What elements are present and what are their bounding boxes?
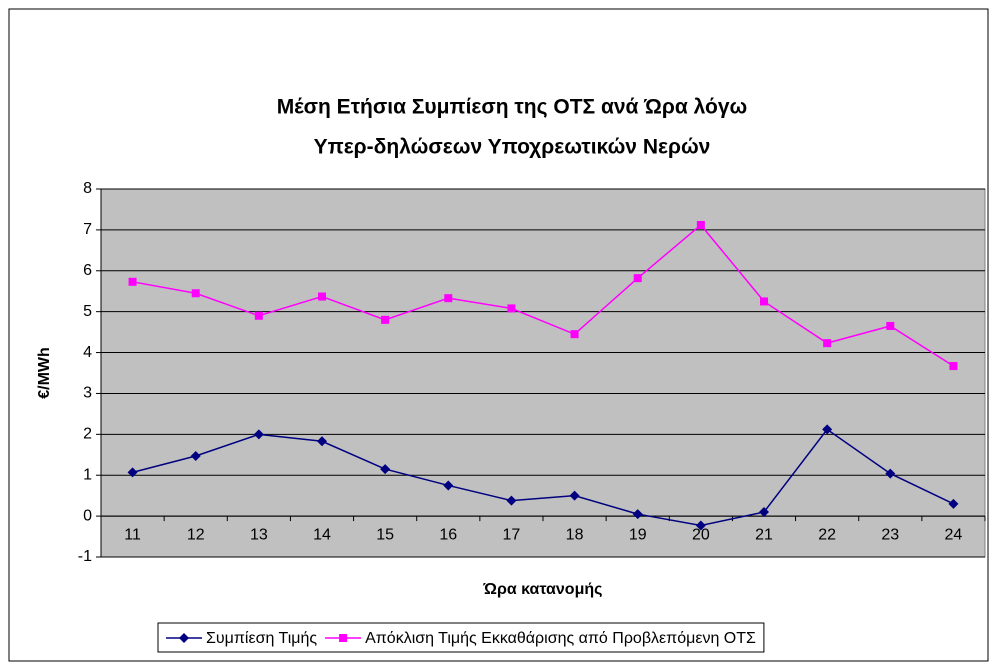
marker: [191, 289, 200, 298]
marker: [948, 498, 959, 509]
series-line: [132, 223, 954, 367]
legend: Συμπίεση Τιμής Απόκλιση Τιμής Εκκαθάρισης…: [157, 622, 765, 653]
x-tick-label: 14: [313, 526, 331, 543]
y-tick-label: 6: [83, 262, 92, 279]
marker: [822, 424, 833, 435]
marker: [380, 464, 391, 475]
marker: [695, 520, 706, 531]
marker: [128, 277, 137, 286]
y-tick-label: 7: [83, 221, 92, 238]
marker: [570, 330, 579, 339]
marker: [253, 429, 264, 440]
marker: [823, 339, 832, 348]
marker: [885, 468, 896, 479]
y-tick-label: 8: [83, 180, 92, 197]
marker: [444, 294, 453, 303]
y-tick-label: 5: [83, 303, 92, 320]
x-tick-label: 19: [629, 526, 647, 543]
x-tick-label: 18: [566, 526, 584, 543]
marker: [759, 507, 769, 518]
y-tick-label: 2: [83, 426, 92, 443]
plot-area: [100, 188, 986, 558]
legend-label: Συμπίεση Τιμής: [206, 630, 317, 647]
y-tick-label: 0: [83, 507, 92, 524]
x-tick-label: 11: [124, 526, 141, 543]
series-line: [132, 428, 954, 527]
x-tick-label: 20: [692, 526, 710, 543]
y-axis-title: €/MWh: [36, 347, 53, 399]
x-tick-label: 15: [376, 526, 394, 543]
x-tick-label: 12: [187, 526, 205, 543]
marker: [381, 315, 390, 324]
marker: [318, 292, 326, 301]
legend-box: [157, 622, 765, 653]
marker: [190, 451, 201, 462]
marker: [179, 633, 189, 643]
x-tick-label: 21: [755, 526, 773, 543]
y-tick-label: 1: [83, 466, 92, 483]
marker: [696, 220, 705, 229]
marker: [254, 311, 263, 320]
legend-label: Απόκλιση Τιμής Εκκαθάρισης από Προβλεπόμ…: [365, 630, 756, 647]
marker: [633, 274, 642, 283]
x-tick-label: 22: [818, 526, 836, 543]
x-tick-label: 23: [881, 526, 899, 543]
chart-title: Μέση Ετήσια Συμπίεση της ΟΤΣ ανά Ώρα λόγ…: [277, 96, 748, 119]
x-tick-label: 17: [503, 526, 521, 543]
x-tick-label: 24: [945, 526, 963, 543]
marker: [339, 634, 348, 642]
marker: [506, 495, 517, 506]
marker: [317, 436, 327, 447]
x-axis-title: Ώρα κατανομής: [483, 581, 603, 598]
chart-title: Υπερ-δηλώσεων Υποχρεωτικών Νερών: [314, 136, 711, 159]
marker: [949, 362, 958, 371]
marker: [443, 480, 454, 491]
x-tick-label: 16: [439, 526, 457, 543]
x-tick-label: 13: [250, 526, 268, 543]
marker: [886, 321, 895, 330]
y-tick-label: -1: [78, 548, 92, 565]
marker: [127, 467, 138, 478]
y-tick-label: 3: [83, 385, 92, 402]
marker: [632, 509, 643, 520]
marker: [569, 490, 580, 501]
marker: [507, 304, 516, 313]
y-tick-label: 4: [83, 344, 92, 361]
marker: [760, 297, 768, 306]
